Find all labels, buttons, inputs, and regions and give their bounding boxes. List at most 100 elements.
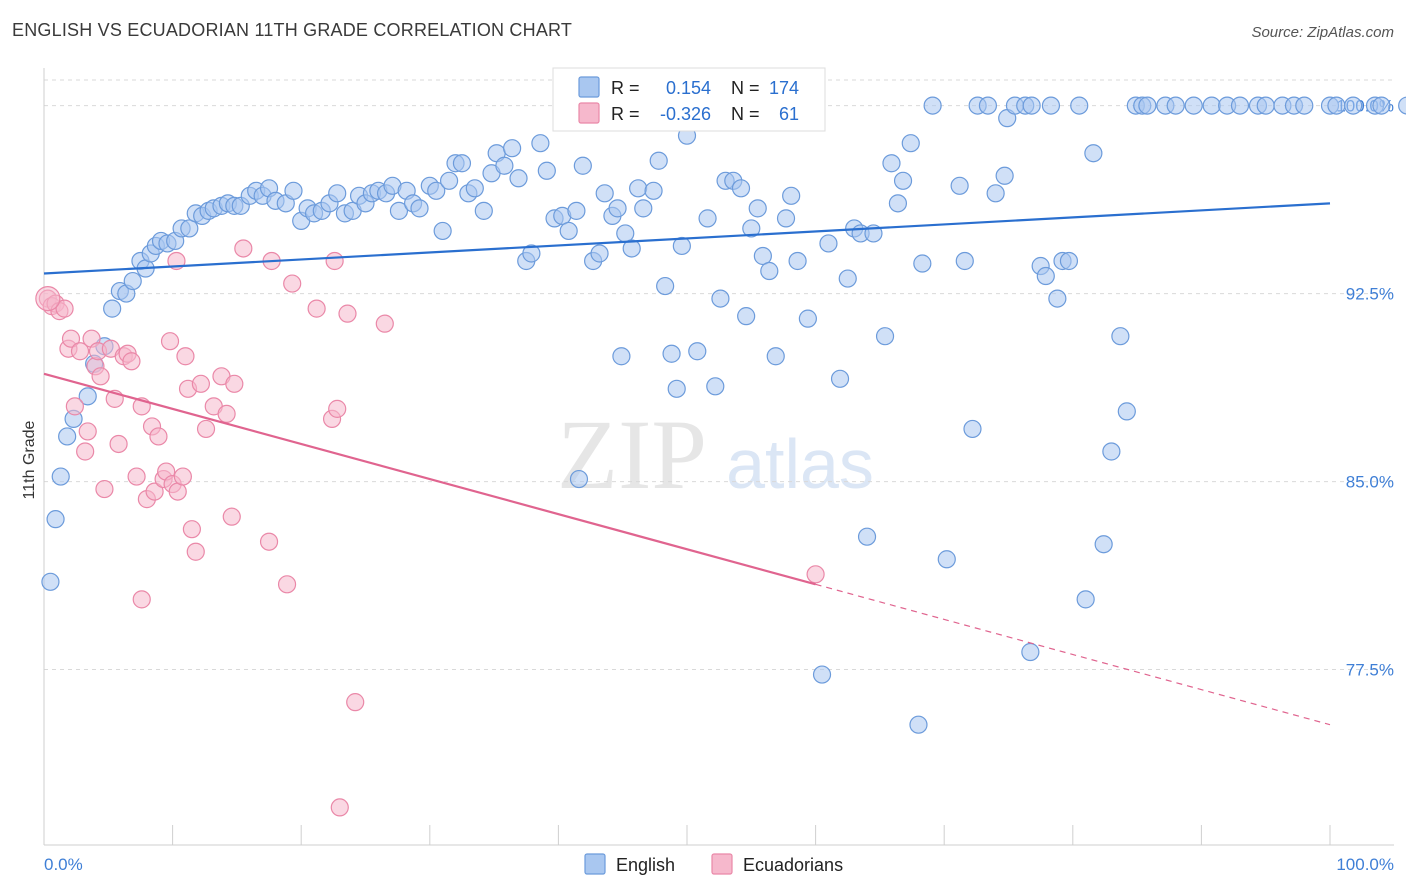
english-point — [41, 572, 60, 591]
english-point — [649, 151, 668, 170]
english-point — [612, 347, 631, 366]
english-point — [766, 347, 785, 366]
english-point — [662, 344, 681, 363]
ecuadorian-point — [149, 427, 168, 446]
ecuadorian-point — [307, 299, 326, 318]
legend-item-english[interactable]: English — [584, 853, 675, 875]
ecuadorian-point — [95, 479, 114, 499]
english-point — [537, 161, 556, 180]
english-point — [1048, 289, 1067, 308]
english-point — [1070, 96, 1089, 115]
ecuadorian-point-large — [35, 285, 61, 312]
english-point — [1344, 96, 1363, 115]
english-point — [616, 224, 635, 243]
english-point — [782, 186, 801, 205]
english-point — [753, 246, 772, 266]
stats-n-value-ecuadorian: 61 — [779, 104, 799, 124]
english-point — [509, 169, 528, 188]
ecuadorian-point — [346, 693, 365, 712]
english-point — [1084, 144, 1103, 163]
english-point — [522, 244, 541, 263]
english-point — [742, 219, 761, 238]
y-tick-label: 77.5% — [1346, 661, 1394, 680]
source-label: Source: ZipAtlas.com — [1251, 24, 1394, 41]
english-point — [857, 527, 877, 546]
english-point — [1372, 96, 1391, 115]
english-point — [986, 184, 1005, 203]
series-ecuadorians-points — [35, 239, 825, 817]
ecuadorian-point — [338, 304, 357, 323]
stats-r-value-ecuadorian: -0.326 — [660, 104, 711, 124]
english-point — [1111, 327, 1130, 346]
trend-line-english — [43, 202, 1331, 275]
english-point — [909, 715, 928, 734]
english-point — [812, 665, 832, 684]
stats-r-value-english: 0.154 — [666, 78, 711, 98]
x-tick-label-min: 0.0% — [44, 855, 83, 874]
ecuadorian-point — [127, 467, 146, 486]
english-point — [888, 194, 908, 213]
english-point — [737, 307, 756, 326]
english-point — [1184, 96, 1203, 115]
english-point — [503, 139, 522, 158]
english-point — [569, 469, 589, 489]
ecuadorian-point — [196, 419, 216, 439]
english-point — [1230, 96, 1250, 115]
watermark-atlas: atlas — [726, 425, 874, 503]
english-point — [748, 199, 767, 218]
ecuadorian-point — [191, 374, 210, 393]
ecuadorian-point — [173, 467, 192, 486]
english-point — [937, 550, 956, 569]
grid — [44, 79, 1394, 671]
stats-box: R = 0.154 N = 174 R = -0.326 N = 61 — [552, 67, 826, 132]
trend-lines — [43, 202, 1331, 726]
english-point — [433, 221, 452, 241]
english-point — [284, 181, 303, 200]
english-point — [819, 234, 838, 253]
english-point — [731, 179, 751, 198]
english-point — [427, 181, 446, 200]
english-point — [688, 342, 707, 361]
x-tick-labels: 0.0% 100.0% — [44, 855, 1394, 874]
ecuadorian-point — [182, 520, 201, 539]
ecuadorian-point — [160, 332, 180, 351]
legend-swatch-english — [584, 853, 606, 875]
stats-n-label-ecuadorian: N = — [731, 104, 760, 124]
english-point — [590, 244, 609, 263]
ecuadorian-point — [375, 314, 394, 333]
english-point — [698, 209, 717, 228]
stats-n-label-english: N = — [731, 78, 760, 98]
english-point — [798, 309, 817, 328]
ecuadorian-point — [78, 422, 97, 441]
english-point — [1021, 642, 1040, 662]
ecuadorian-point — [225, 374, 244, 393]
ecuadorian-point — [132, 590, 151, 609]
y-tick-label: 85.0% — [1346, 473, 1394, 492]
english-point — [439, 171, 459, 190]
english-point — [963, 419, 982, 439]
english-point — [495, 156, 514, 175]
english-point — [955, 251, 974, 271]
axes — [43, 68, 1394, 846]
stats-r-label-ecuadorian: R = — [611, 104, 640, 124]
ecuadorian-point — [145, 482, 164, 501]
english-point — [452, 154, 472, 173]
english-point — [667, 379, 686, 398]
ecuadorian-point — [76, 442, 95, 461]
english-point — [882, 154, 901, 173]
english-point — [893, 171, 913, 190]
english-point — [595, 184, 614, 203]
english-point — [830, 369, 850, 388]
ecuadorian-point — [325, 251, 344, 271]
english-point — [465, 179, 484, 198]
english-point — [51, 467, 70, 486]
english-point — [1138, 96, 1157, 115]
english-point — [1202, 96, 1221, 115]
english-point — [1166, 96, 1185, 115]
ecuadorian-point — [277, 575, 297, 594]
watermark: ZIP atlas — [557, 399, 874, 510]
x-tick-label-max: 100.0% — [1336, 855, 1394, 874]
english-point — [1102, 442, 1121, 461]
series-english-points — [41, 96, 1406, 734]
legend-item-ecuadorians[interactable]: Ecuadorians — [711, 853, 843, 875]
